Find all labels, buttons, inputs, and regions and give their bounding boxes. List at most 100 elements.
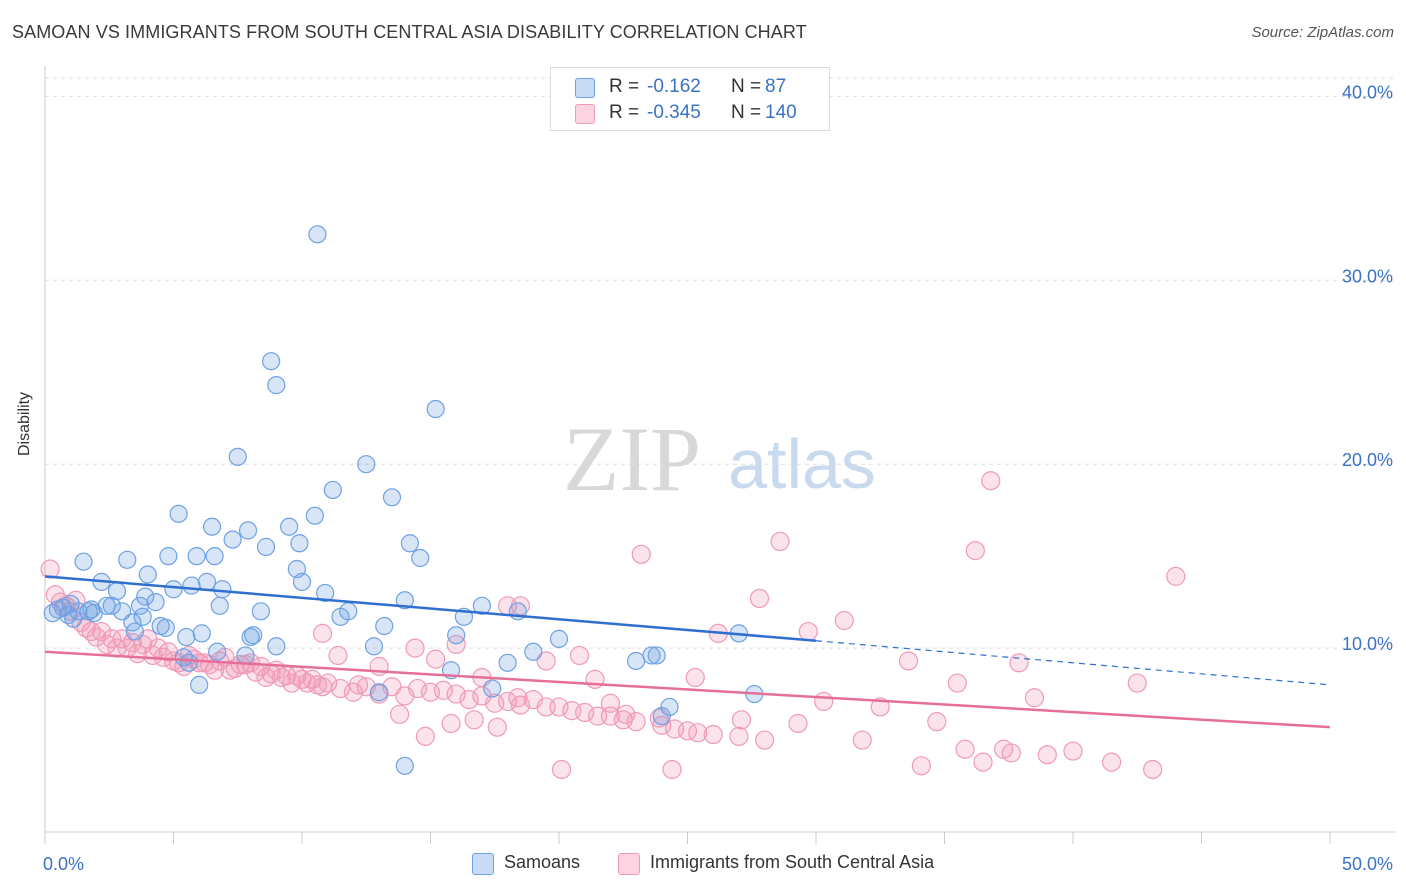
data-point-samoans <box>156 618 175 637</box>
trend-lines <box>44 575 1331 729</box>
data-point-immigrants <box>814 691 834 712</box>
watermark: ZIP atlas <box>563 408 876 510</box>
data-point-samoans <box>339 602 358 621</box>
data-point-samoans <box>174 648 193 667</box>
data-point-samoans <box>626 651 646 671</box>
data-point-immigrants <box>626 712 646 732</box>
data-point-immigrants <box>91 621 112 642</box>
data-point-samoans <box>138 565 157 584</box>
data-point-samoans <box>647 646 666 665</box>
data-point-samoans <box>190 675 209 694</box>
data-point-samoans <box>498 653 517 672</box>
data-point-samoans <box>411 548 430 568</box>
data-point-samoans <box>238 521 258 540</box>
data-point-samoans <box>146 593 165 612</box>
data-point-immigrants <box>302 669 322 689</box>
data-point-immigrants <box>1063 741 1083 761</box>
x-tick-label: 0.0% <box>43 854 84 874</box>
data-point-immigrants <box>40 559 60 579</box>
data-point-samoans <box>395 591 414 610</box>
legend-r-label: R = <box>609 102 640 123</box>
legend-r-value: -0.162 <box>647 76 701 97</box>
data-point-samoans <box>133 607 152 626</box>
data-point-immigrants <box>852 730 872 750</box>
y-tick-label: 40.0% <box>1342 82 1393 102</box>
data-point-immigrants <box>652 715 672 735</box>
data-point-samoans <box>364 637 384 656</box>
data-point-immigrants <box>870 697 890 717</box>
data-point-samoans <box>192 624 211 643</box>
data-point-immigrants <box>575 702 595 723</box>
data-point-samoans <box>223 530 242 549</box>
data-point-samoans <box>524 642 543 661</box>
data-point-immigrants <box>973 752 993 772</box>
data-point-samoans <box>642 646 661 665</box>
data-point-immigrants <box>1101 752 1122 772</box>
watermark-zip: ZIP <box>563 408 701 510</box>
data-point-immigrants <box>348 675 369 695</box>
data-point-immigrants <box>81 621 101 642</box>
data-point-samoans <box>177 627 196 647</box>
legend-swatch-pink <box>618 853 640 875</box>
data-point-samoans <box>210 596 229 615</box>
y-tick-label: 30.0% <box>1342 266 1393 286</box>
data-point-immigrants <box>1024 688 1045 708</box>
data-point-samoans <box>208 642 227 661</box>
data-point-samoans <box>395 756 414 775</box>
data-point-samoans <box>202 517 222 536</box>
data-point-immigrants <box>662 759 682 780</box>
data-point-samoans <box>290 534 309 553</box>
data-point-samoans <box>549 629 569 649</box>
trend-line-samoans-extension <box>815 640 1331 686</box>
data-point-samoans <box>169 504 188 523</box>
y-tick-label: 10.0% <box>1342 634 1393 654</box>
x-tick-label: 50.0% <box>1342 854 1393 874</box>
data-point-immigrants <box>898 651 919 671</box>
data-point-samoans <box>179 653 199 672</box>
data-point-samoans <box>118 550 137 569</box>
data-point-samoans <box>308 225 327 244</box>
data-point-immigrants <box>487 717 507 737</box>
data-point-samoans <box>244 626 263 645</box>
data-point-immigrants <box>965 541 985 561</box>
data-point-samoans <box>197 572 217 591</box>
data-point-samoans <box>182 576 201 595</box>
data-point-immigrants <box>405 638 425 658</box>
data-point-samoans <box>652 707 671 726</box>
data-point-immigrants <box>148 638 168 658</box>
axes <box>44 66 1395 844</box>
data-point-samoans <box>74 552 93 571</box>
data-point-immigrants <box>1009 653 1029 673</box>
tick-labels: 10.0% 20.0% 30.0% 40.0% 0.0% 50.0% <box>43 82 1393 874</box>
data-point-immigrants <box>1001 743 1021 763</box>
data-point-immigrants <box>415 726 435 746</box>
data-point-samoans <box>136 587 155 606</box>
data-point-samoans <box>316 583 335 603</box>
y-tick-label: 20.0% <box>1342 450 1393 470</box>
trend-line-immigrants <box>44 650 1331 729</box>
chart-title: SAMOAN VS IMMIGRANTS FROM SOUTH CENTRAL … <box>12 22 807 42</box>
legend-n-value: 87 <box>765 76 787 97</box>
data-point-samoans <box>267 637 286 656</box>
data-point-samoans <box>357 455 376 474</box>
data-point-immigrants <box>788 713 808 734</box>
y-axis-label: Disability <box>16 391 33 456</box>
points-samoans <box>43 225 764 775</box>
data-point-samoans <box>262 352 281 371</box>
data-point-immigrants <box>955 739 975 759</box>
data-point-immigrants <box>1143 759 1163 780</box>
data-point-samoans <box>447 626 466 645</box>
data-point-samoans <box>370 683 389 702</box>
data-point-samoans <box>164 580 183 599</box>
data-point-immigrants <box>441 713 461 734</box>
data-point-immigrants <box>508 688 528 708</box>
data-point-immigrants <box>911 756 931 776</box>
data-point-immigrants <box>600 693 621 713</box>
data-point-samoans <box>472 596 491 615</box>
data-point-immigrants <box>981 471 1001 491</box>
data-point-samoans <box>205 547 224 566</box>
data-point-immigrants <box>459 689 479 710</box>
data-point-immigrants <box>631 544 651 564</box>
legend-r-value: -0.345 <box>647 102 701 123</box>
